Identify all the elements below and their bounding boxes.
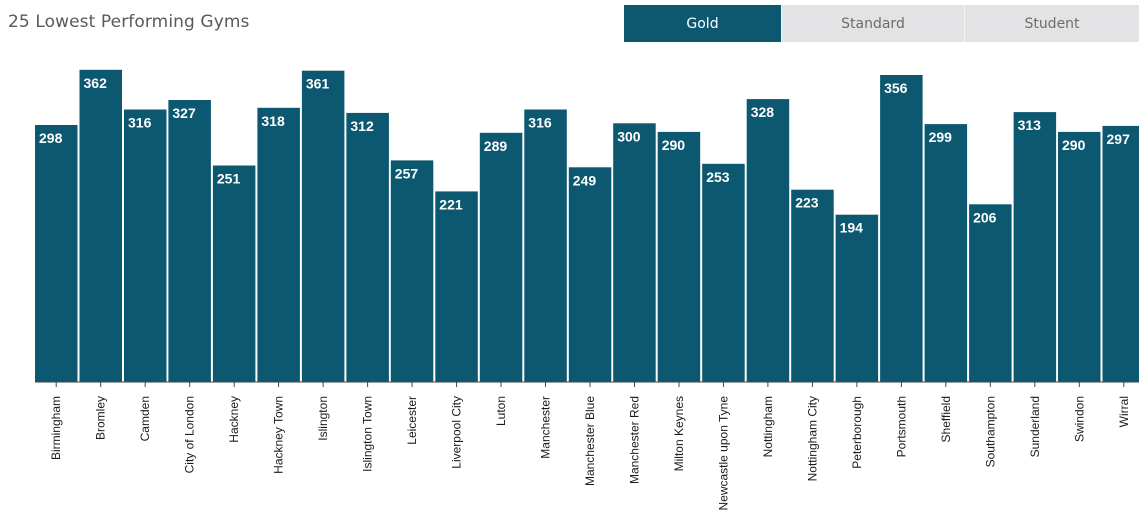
- x-tick-label: Manchester Red: [628, 396, 642, 484]
- x-tick-label: Bromley: [94, 396, 108, 440]
- x-tick-label: Sunderland: [1028, 396, 1042, 457]
- bar-value-label: 362: [84, 75, 108, 91]
- x-tick-label: Manchester: [539, 396, 553, 459]
- x-tick-label: Wirral: [1117, 396, 1131, 427]
- bar[interactable]: [880, 75, 923, 382]
- bar[interactable]: [79, 69, 123, 383]
- x-tick-label: Nottingham City: [805, 396, 819, 481]
- bar-value-label: 316: [128, 115, 152, 131]
- bar[interactable]: [346, 112, 389, 383]
- x-tick-label: Southampton: [983, 396, 997, 467]
- tab-student[interactable]: Student: [964, 5, 1139, 42]
- bar[interactable]: [212, 165, 256, 383]
- bar[interactable]: [924, 124, 968, 382]
- bar[interactable]: [524, 109, 567, 383]
- x-tick-label: Manchester Blue: [583, 396, 597, 486]
- x-tick-label: Leicester: [405, 396, 419, 445]
- tab-label: Standard: [841, 15, 905, 32]
- x-tick-label: Liverpool City: [450, 396, 464, 469]
- bar-value-label: 316: [528, 115, 552, 131]
- tab-label: Gold: [686, 15, 719, 32]
- bar-value-label: 223: [795, 195, 819, 211]
- x-tick-label: Hackney Town: [272, 396, 286, 474]
- bar-value-label: 290: [1062, 137, 1086, 153]
- bar[interactable]: [35, 125, 78, 382]
- bar[interactable]: [1102, 125, 1139, 383]
- bar-value-label: 249: [573, 172, 597, 188]
- bar-value-label: 313: [1018, 117, 1042, 133]
- bar-value-label: 194: [840, 220, 864, 236]
- page-title: 25 Lowest Performing Gyms: [8, 12, 250, 32]
- bar-value-label: 327: [172, 105, 196, 121]
- bar-value-label: 206: [973, 209, 997, 225]
- bar[interactable]: [969, 204, 1012, 382]
- bar-value-label: 253: [706, 169, 730, 185]
- x-tick-label: Islington Town: [361, 396, 375, 472]
- bar[interactable]: [1013, 112, 1057, 382]
- bar-value-label: 221: [439, 196, 463, 212]
- x-tick-label: Portsmouth: [894, 396, 908, 457]
- bar-value-label: 251: [217, 171, 241, 187]
- bar-value-label: 257: [395, 165, 419, 181]
- x-tick-label: Birmingham: [49, 396, 63, 460]
- x-tick-label: Newcastle upon Tyne: [716, 396, 730, 511]
- x-tick-label: Swindon: [1072, 396, 1086, 442]
- x-tick-label: Hackney: [227, 396, 241, 443]
- bar-value-label: 328: [751, 104, 775, 120]
- x-tick-label: Peterborough: [850, 396, 864, 469]
- bar[interactable]: [479, 132, 523, 382]
- bar-value-label: 297: [1107, 131, 1131, 147]
- x-tick-label: Luton: [494, 396, 508, 426]
- bar-value-label: 298: [39, 130, 63, 146]
- x-tick-label: Sheffield: [939, 396, 953, 442]
- bar[interactable]: [257, 107, 300, 383]
- bar[interactable]: [791, 189, 834, 382]
- bar-value-label: 289: [484, 138, 508, 154]
- bar[interactable]: [168, 100, 211, 382]
- bar[interactable]: [301, 70, 345, 382]
- bar[interactable]: [835, 214, 879, 382]
- bar-value-label: 299: [929, 129, 953, 145]
- bar[interactable]: [613, 123, 656, 383]
- x-tick-label: City of London: [183, 396, 197, 473]
- bar[interactable]: [746, 99, 790, 382]
- membership-tab-bar: Gold Standard Student: [624, 5, 1139, 42]
- x-tick-label: Milton Keynes: [672, 396, 686, 471]
- x-tick-label: Camden: [138, 396, 152, 441]
- bar[interactable]: [390, 160, 434, 382]
- bar[interactable]: [435, 191, 478, 382]
- x-tick-label: Nottingham: [761, 396, 775, 457]
- bar-value-label: 312: [350, 118, 374, 134]
- bar[interactable]: [702, 163, 745, 382]
- bar[interactable]: [1058, 131, 1101, 382]
- bar-value-label: 300: [617, 128, 641, 144]
- tab-gold[interactable]: Gold: [624, 5, 781, 42]
- tab-label: Student: [1024, 15, 1080, 32]
- bar[interactable]: [657, 131, 701, 382]
- bar-value-label: 290: [662, 137, 686, 153]
- bar[interactable]: [124, 109, 167, 383]
- bar-value-label: 356: [884, 80, 908, 96]
- tab-standard[interactable]: Standard: [781, 5, 964, 42]
- bar[interactable]: [568, 167, 612, 382]
- bar-value-label: 318: [261, 113, 285, 129]
- x-tick-label: Islington: [316, 396, 330, 441]
- bar-value-label: 361: [306, 76, 330, 92]
